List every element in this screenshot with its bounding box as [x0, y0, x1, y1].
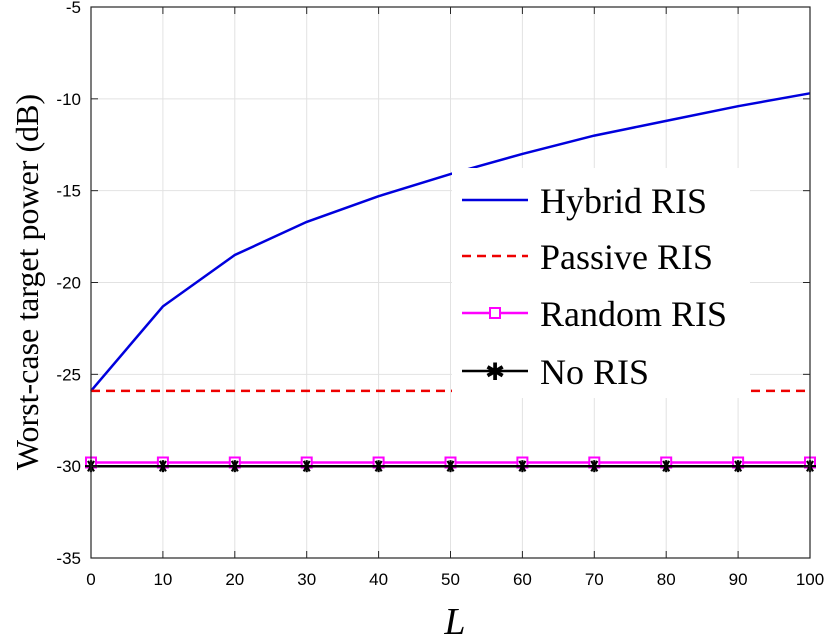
- x-tick-label: 50: [441, 570, 460, 589]
- x-tick-label: 40: [369, 570, 388, 589]
- x-tick-label: 20: [225, 570, 244, 589]
- y-tick-label: -30: [56, 457, 81, 476]
- legend-label-no-ris: No RIS: [540, 352, 649, 392]
- legend: Hybrid RIS Passive RIS Random RIS ✱ No R…: [452, 168, 750, 398]
- y-tick-label: -5: [66, 0, 81, 17]
- data-point-no-ris: [372, 460, 385, 473]
- y-tick-label: -20: [56, 274, 81, 293]
- data-point-no-ris: [732, 460, 745, 473]
- legend-marker-random-ris: [489, 307, 501, 319]
- x-tick-label: 90: [729, 570, 748, 589]
- legend-entry-hybrid-ris: Hybrid RIS: [462, 181, 707, 221]
- data-point-no-ris: [660, 460, 673, 473]
- legend-label-random-ris: Random RIS: [540, 294, 727, 334]
- data-point-no-ris: [156, 460, 169, 473]
- x-tick-label: 0: [86, 570, 95, 589]
- y-tick-label: -25: [56, 365, 81, 384]
- x-tick-label: 30: [297, 570, 316, 589]
- series-layer: [85, 92, 816, 473]
- legend-label-passive-ris: Passive RIS: [540, 237, 713, 277]
- data-point-no-ris: [300, 460, 313, 473]
- y-tick-label: -35: [56, 549, 81, 568]
- legend-entry-passive-ris: Passive RIS: [462, 237, 713, 277]
- data-point-no-ris: [588, 460, 601, 473]
- data-point-no-ris: [228, 460, 241, 473]
- legend-entry-no-ris: ✱ No RIS: [462, 352, 649, 392]
- ticks: 0 10 20 30 40 50 60 70 80 90 100 -35 -30 -25 -20 -15 -10…: [56, 0, 824, 589]
- x-tick-label: 60: [513, 570, 532, 589]
- x-tick-label: 100: [796, 570, 824, 589]
- y-tick-label: -10: [56, 90, 81, 109]
- x-tick-label: 10: [153, 570, 172, 589]
- legend-box: [452, 168, 750, 398]
- legend-label-hybrid-ris: Hybrid RIS: [540, 181, 707, 221]
- y-axis-title: Worst-case target power (dB): [9, 94, 45, 470]
- legend-marker-no-ris: ✱: [485, 358, 505, 386]
- data-point-no-ris: [516, 460, 529, 473]
- y-tick-label: -15: [56, 182, 81, 201]
- x-tick-label: 70: [585, 570, 604, 589]
- series-line-hybrid-ris: [90, 92, 811, 392]
- x-tick-label: 80: [657, 570, 676, 589]
- legend-entry-random-ris: Random RIS: [462, 294, 727, 334]
- data-point-no-ris: [444, 460, 457, 473]
- x-axis-title: L: [443, 601, 465, 642]
